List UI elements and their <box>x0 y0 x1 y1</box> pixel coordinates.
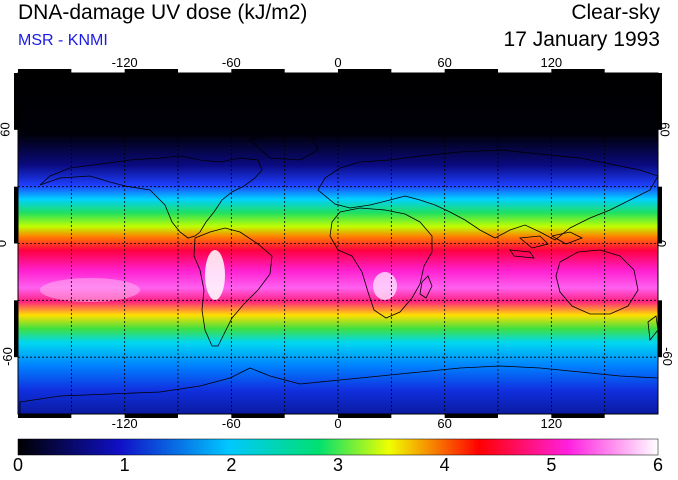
colorbar-label: 1 <box>119 455 130 475</box>
border-segment <box>18 414 72 418</box>
australia-outline <box>555 249 639 315</box>
colorbar-label: 3 <box>332 455 344 475</box>
south-america-outline <box>193 227 273 347</box>
border-segment <box>231 414 285 418</box>
colorbar-label: 2 <box>226 455 237 475</box>
north-america-outline <box>39 155 263 239</box>
lat-tick-left: 60 <box>0 122 13 137</box>
madagascar-outline <box>419 275 433 299</box>
border-segment <box>14 300 18 358</box>
lon-tick-top: 120 <box>540 55 563 70</box>
border-segment <box>124 414 178 418</box>
date-label: 17 January 1993 <box>503 28 660 51</box>
lon-tick-top: -60 <box>221 55 241 70</box>
border-segment <box>338 69 392 73</box>
border-segment <box>14 73 18 130</box>
border-segment <box>338 414 392 418</box>
uv-peak-andes <box>205 250 225 300</box>
antarctica-outline <box>19 365 658 414</box>
border-segment <box>658 73 662 130</box>
colorbar-label: 0 <box>12 455 24 475</box>
border-segment <box>14 186 18 244</box>
uv-peak-southern-africa <box>373 272 397 300</box>
lon-tick-bottom: 120 <box>540 416 563 431</box>
map-title: DNA-damage UV dose (kJ/m2) <box>18 1 308 24</box>
border-segment <box>444 69 498 73</box>
frame-border-ticks <box>14 69 662 418</box>
lon-tick-top: -120 <box>111 55 138 70</box>
uv-peak-pacific <box>40 278 140 302</box>
eurasia-outline <box>317 149 658 241</box>
lon-tick-bottom: 60 <box>437 416 452 431</box>
source-label: MSR - KNMI <box>18 32 108 49</box>
lon-tick-top: 0 <box>334 55 342 70</box>
border-segment <box>18 69 72 73</box>
border-segment <box>658 300 662 358</box>
lat-tick-right: 60 <box>657 122 673 137</box>
colorbar-label: 5 <box>546 455 557 475</box>
lat-tick-left: 0 <box>0 239 9 246</box>
indonesia-outline <box>509 231 583 259</box>
lon-tick-bottom: -120 <box>111 416 138 431</box>
border-segment <box>551 69 605 73</box>
new-zealand-outline <box>647 315 658 342</box>
lat-tick-right: -60 <box>659 347 675 367</box>
border-segment <box>231 69 285 73</box>
border-segment <box>551 414 605 418</box>
lon-tick-bottom: 0 <box>334 416 342 431</box>
colorbar-label: 4 <box>439 455 450 475</box>
lat-tick-left: -60 <box>0 347 15 367</box>
border-segment <box>658 186 662 244</box>
colorbar <box>17 438 659 456</box>
coastlines <box>19 129 658 414</box>
graticule <box>18 73 658 414</box>
border-segment <box>444 414 498 418</box>
colorbar-label: 6 <box>652 455 664 475</box>
lon-tick-bottom: -60 <box>221 416 241 431</box>
sky-condition-label: Clear-sky <box>571 1 660 24</box>
lat-tick-right: 0 <box>654 239 670 247</box>
border-segment <box>124 69 178 73</box>
lon-tick-top: 60 <box>437 55 452 70</box>
africa-outline <box>329 207 433 319</box>
